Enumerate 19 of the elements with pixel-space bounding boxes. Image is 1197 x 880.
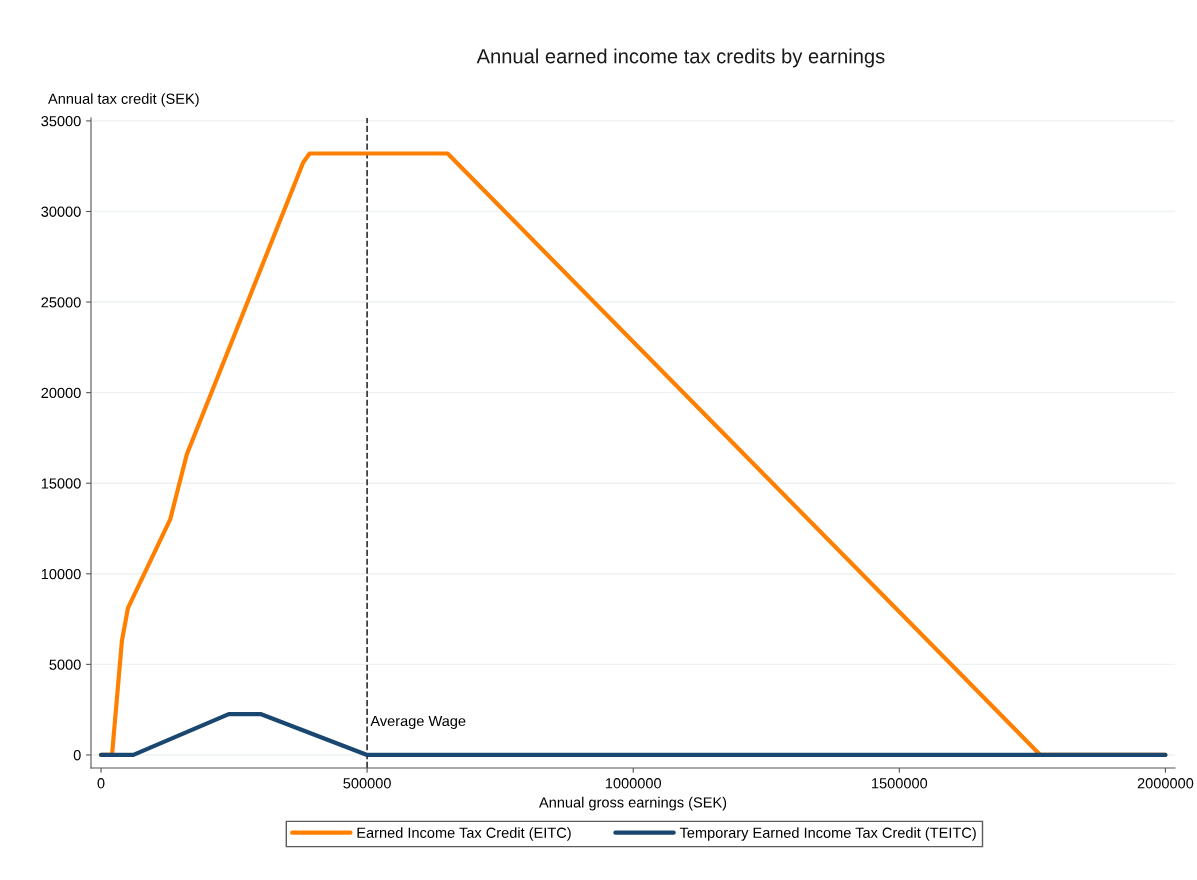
x-axis-title: Annual gross earnings (SEK) [539,796,727,811]
x-tick-label: 1500000 [872,778,928,789]
y-tick-label: 20000 [41,387,81,399]
y-tick-label: 30000 [41,206,81,217]
y-tick-label: 5000 [49,659,81,670]
y-tick-label: 35000 [41,116,81,127]
x-tick-label: 1000000 [605,778,662,789]
x-tick-label: 500000 [343,778,391,789]
y-tick-label: 25000 [41,297,81,308]
chart-title: Annual earned income tax credits by earnings [476,48,885,68]
legend-label: Earned Income Tax Credit (EITC) [357,827,571,841]
y-tick-label: 10000 [41,568,81,580]
y-tick-label: 15000 [41,478,81,489]
ref-line-label: Average Wage [370,715,466,729]
y-axis-title: Annual tax credit (SEK) [48,93,199,107]
y-tick-label: 0 [73,750,81,761]
x-tick-label: 2000000 [1137,778,1194,789]
x-tick-label: 0 [97,778,105,789]
legend-label: Temporary Earned Income Tax Credit (TEITC) [679,827,976,841]
